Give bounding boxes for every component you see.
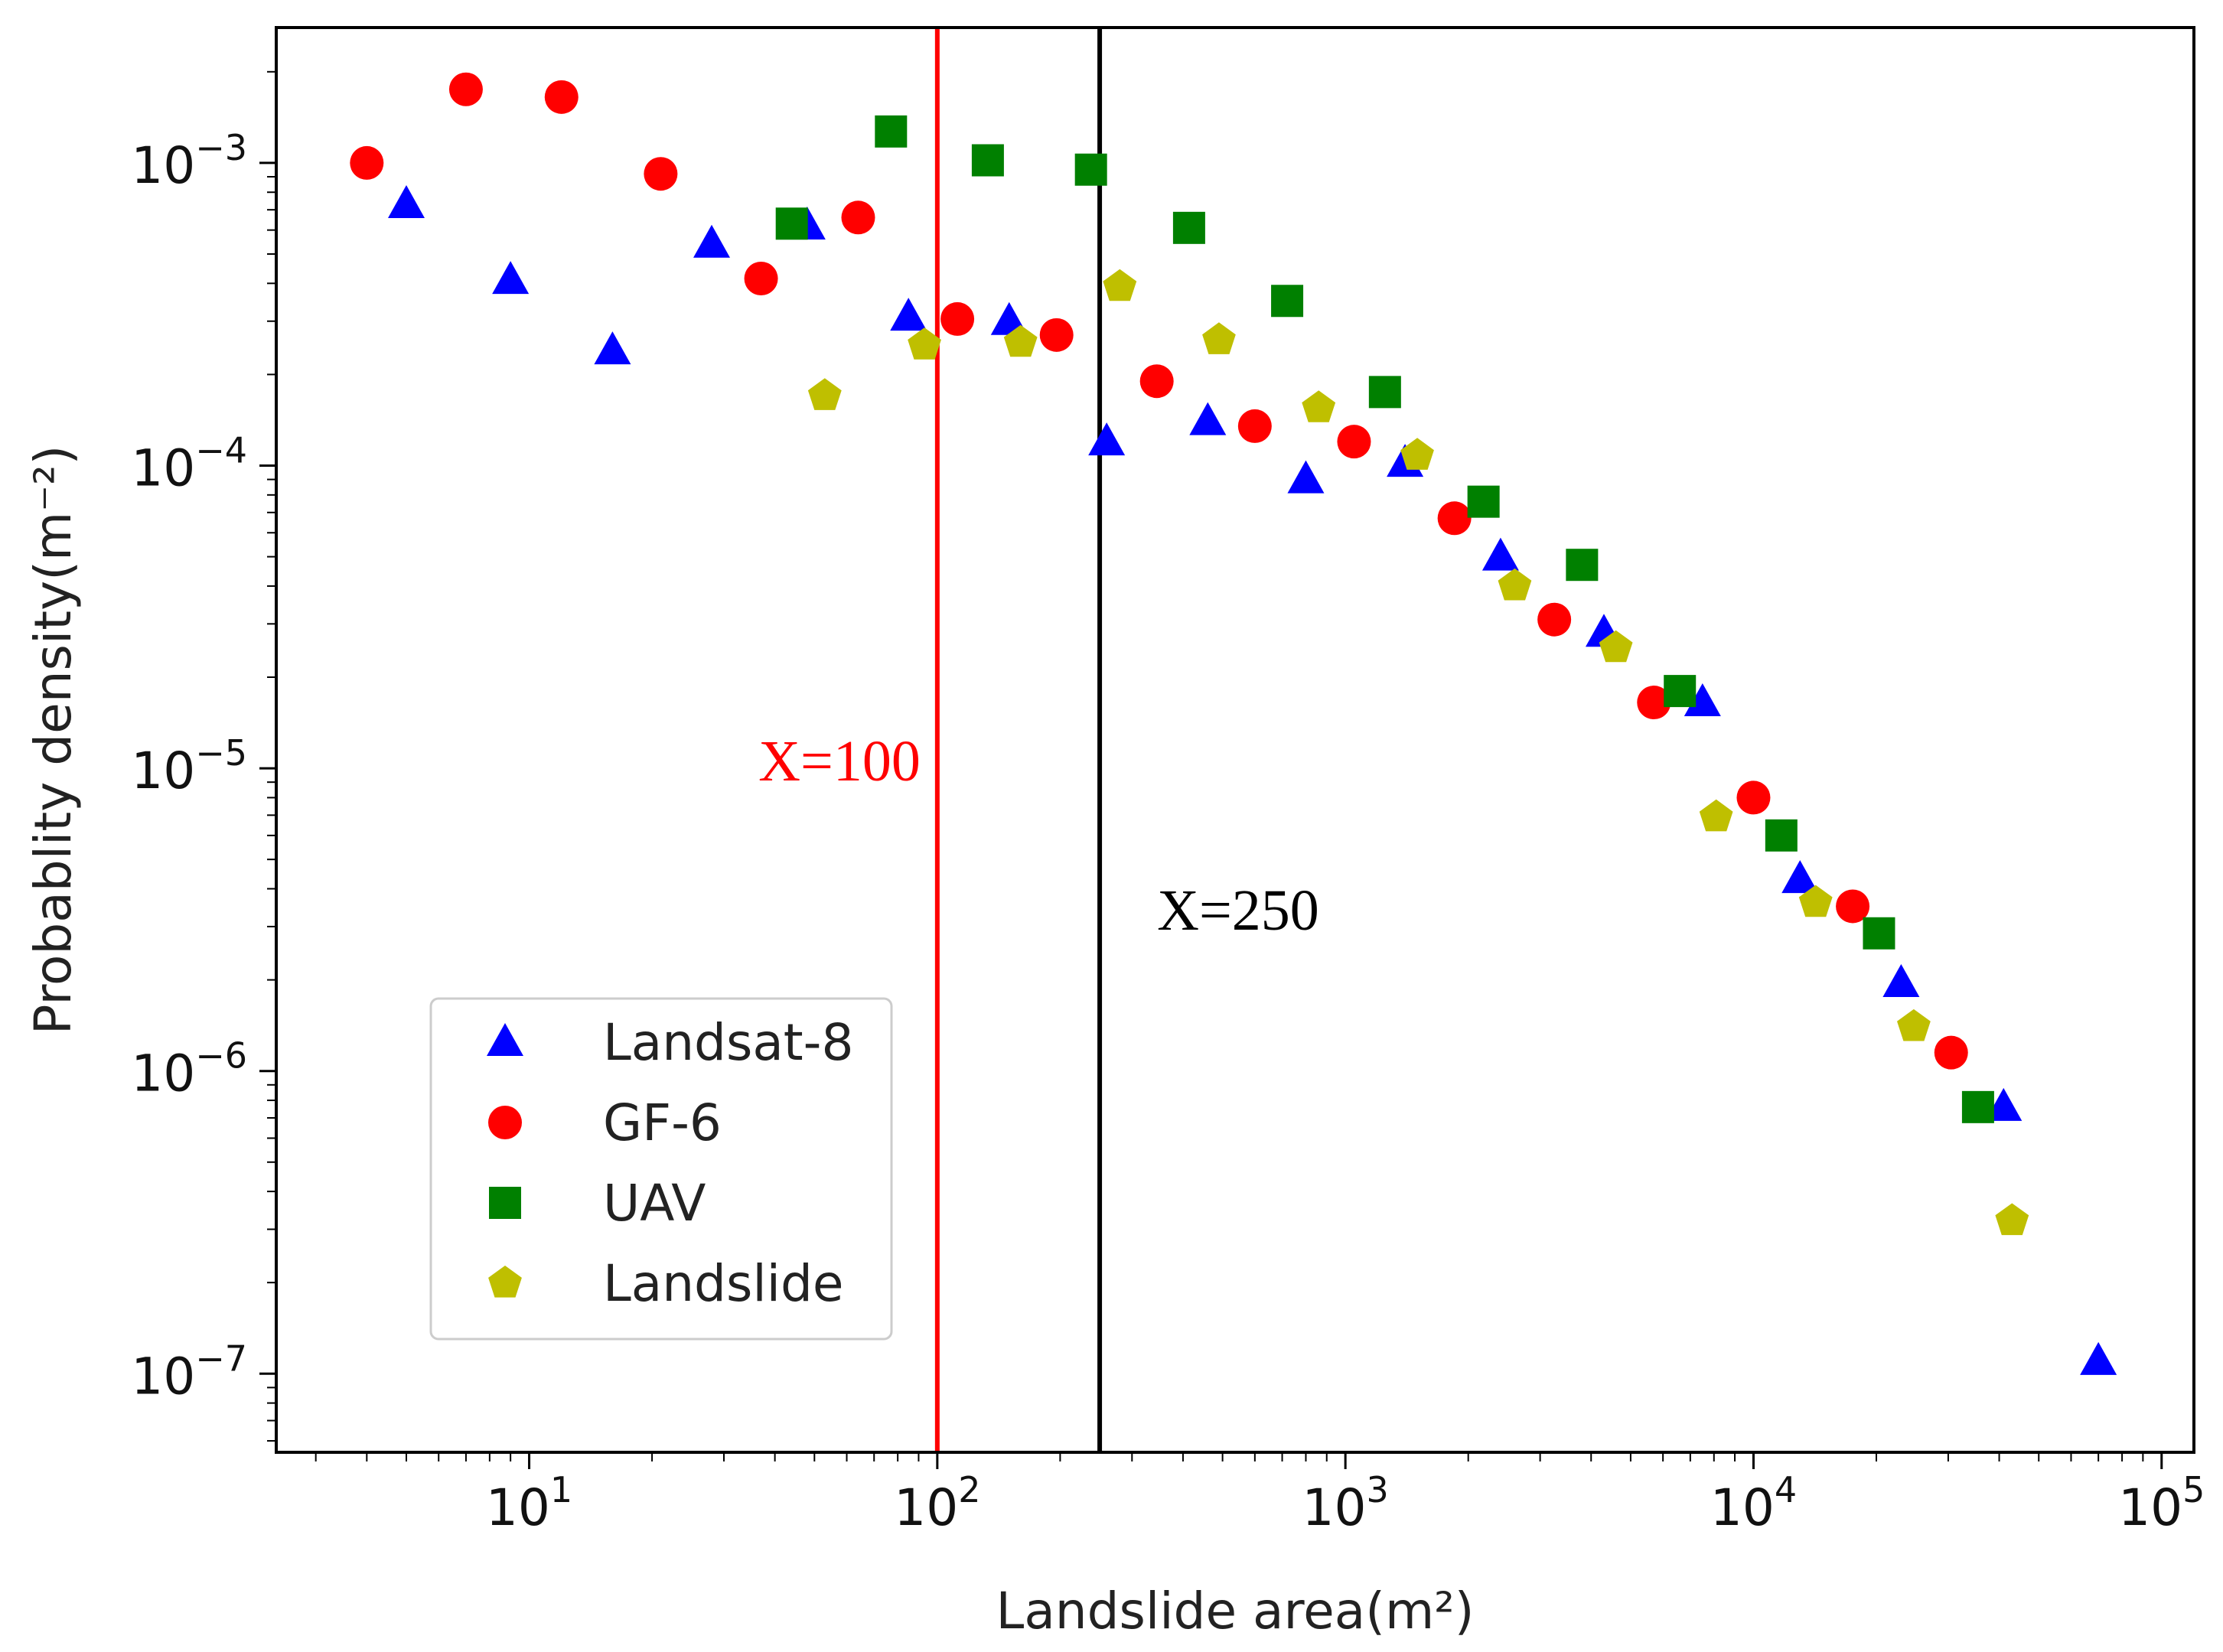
- point-gf-6: [940, 301, 975, 336]
- point-uav: [1172, 211, 1205, 244]
- point-uav: [875, 115, 908, 148]
- point-landslide: [1498, 568, 1532, 601]
- point-gf-6: [1836, 889, 1870, 924]
- y-tick-label: 10−6: [131, 1035, 247, 1103]
- point-landsat-8: [1088, 422, 1126, 456]
- point-gf-6: [1139, 364, 1174, 399]
- point-landsat-8: [1189, 402, 1227, 435]
- plot-frame: [275, 26, 2195, 1454]
- point-landsat-8: [1781, 860, 1819, 894]
- legend-marker-gf-6: [488, 1106, 522, 1139]
- point-landsat-8: [1882, 963, 1920, 997]
- y-axis-title: Probablity density(m⁻²): [24, 445, 83, 1035]
- legend-label-landsat-8: Landsat-8: [603, 1013, 853, 1072]
- legend-box: [429, 997, 893, 1341]
- point-landslide: [1202, 322, 1236, 354]
- x-tick-label: 105: [2118, 1469, 2205, 1537]
- point-landslide: [1798, 885, 1833, 917]
- x-axis-ticks: 101 102 103 104 105: [315, 1452, 2205, 1537]
- point-landslide: [1699, 799, 1733, 832]
- point-uav: [1467, 485, 1500, 518]
- point-landslide: [1897, 1008, 1931, 1041]
- point-landsat-8: [1481, 537, 1519, 571]
- y-tick-label: 10−7: [131, 1338, 247, 1406]
- y-tick-label: 10−3: [131, 127, 247, 195]
- point-gf-6: [1039, 318, 1074, 352]
- point-landslide: [1302, 390, 1336, 422]
- reference-label-x100: X=100: [758, 729, 921, 793]
- legend-label-landslide: Landslide: [603, 1254, 844, 1313]
- y-tick-label: 10−4: [131, 429, 247, 497]
- point-landsat-8: [594, 331, 631, 365]
- series-landslide: [807, 269, 2029, 1236]
- point-uav: [1271, 285, 1304, 318]
- legend-marker-landsat-8: [487, 1023, 523, 1056]
- point-gf-6: [1736, 780, 1771, 815]
- point-uav: [1863, 917, 1895, 950]
- point-gf-6: [448, 72, 483, 106]
- point-gf-6: [1437, 501, 1472, 536]
- point-uav: [1074, 153, 1107, 186]
- data-points: [350, 72, 2117, 1375]
- point-landsat-8: [387, 184, 425, 218]
- reference-label-x250: X=250: [1157, 878, 1319, 943]
- point-gf-6: [1337, 425, 1371, 459]
- point-landsat-8: [2080, 1341, 2117, 1375]
- point-gf-6: [350, 145, 384, 180]
- point-landslide: [807, 378, 842, 410]
- point-landslide: [1995, 1203, 2029, 1236]
- point-landsat-8: [1684, 683, 1721, 717]
- point-gf-6: [1934, 1035, 1968, 1070]
- point-uav: [1566, 549, 1599, 582]
- point-landslide: [1103, 269, 1137, 301]
- point-gf-6: [1237, 409, 1272, 443]
- legend-label-gf-6: GF-6: [603, 1093, 722, 1152]
- point-gf-6: [744, 261, 778, 295]
- point-landsat-8: [1985, 1087, 2023, 1121]
- series-uav: [775, 115, 1994, 1123]
- legend-label-uav: UAV: [603, 1174, 706, 1233]
- point-gf-6: [544, 80, 579, 114]
- point-landsat-8: [492, 261, 530, 295]
- point-landslide: [908, 327, 941, 360]
- point-landslide: [1400, 438, 1434, 470]
- point-gf-6: [1537, 602, 1572, 637]
- point-landslide: [1003, 324, 1038, 357]
- point-landsat-8: [1287, 460, 1325, 494]
- series-gf-6: [350, 72, 1968, 1070]
- x-tick-label: 101: [486, 1469, 572, 1537]
- point-uav: [775, 207, 808, 240]
- point-uav: [1368, 376, 1401, 409]
- x-tick-label: 104: [1710, 1469, 1797, 1537]
- legend: Landsat-8 GF-6 UAV Landslide: [429, 997, 893, 1341]
- point-landsat-8: [693, 224, 731, 258]
- point-landslide: [1599, 630, 1633, 663]
- point-gf-6: [644, 157, 678, 191]
- point-gf-6: [841, 200, 875, 235]
- legend-marker-landslide: [488, 1266, 522, 1298]
- x-tick-label: 102: [894, 1469, 980, 1537]
- y-axis-ticks: 10−3 10−4 10−5 10−6 10−7: [131, 70, 276, 1442]
- y-tick-label: 10−5: [131, 732, 247, 800]
- point-gf-6: [1637, 686, 1671, 720]
- point-uav: [1664, 675, 1697, 708]
- x-axis-title: Landslide area(m²): [996, 1582, 1475, 1641]
- point-uav: [971, 144, 1004, 177]
- point-landsat-8: [890, 298, 927, 331]
- point-uav: [1765, 819, 1798, 852]
- point-uav: [1961, 1090, 1994, 1123]
- reference-lines: [934, 28, 1103, 1452]
- legend-marker-uav: [489, 1187, 521, 1219]
- x-tick-label: 103: [1302, 1469, 1389, 1537]
- reference-line-labels: X=100 X=250: [758, 729, 1319, 943]
